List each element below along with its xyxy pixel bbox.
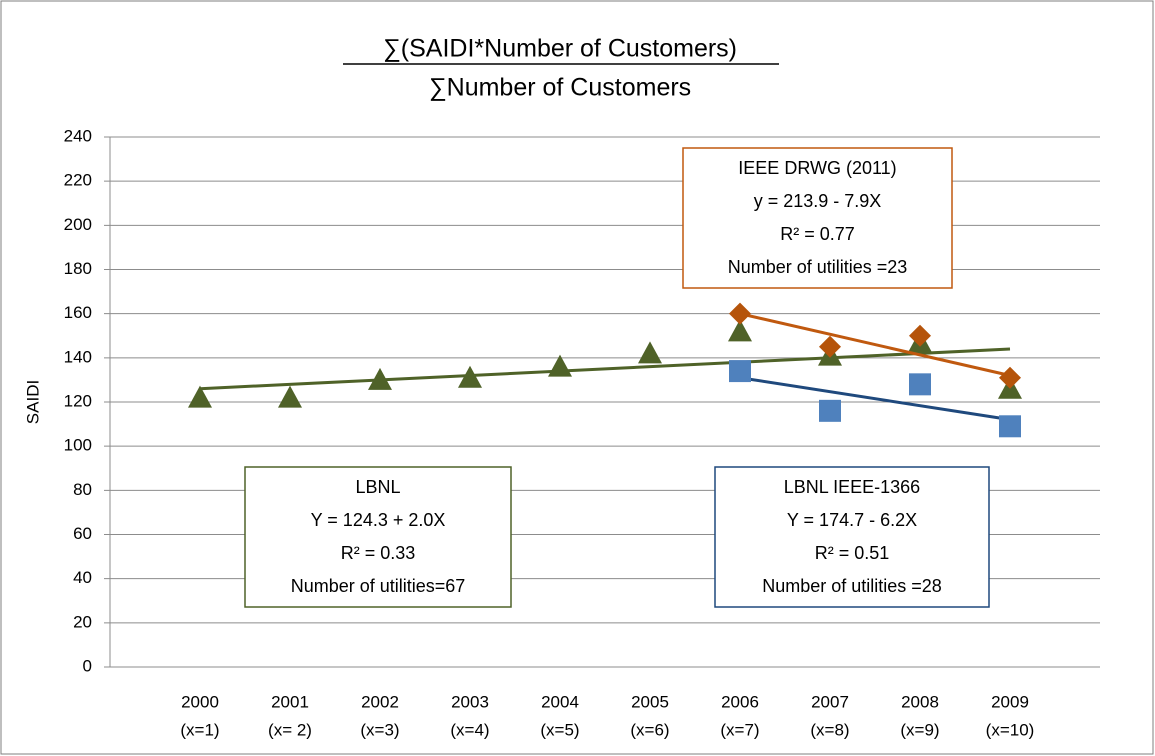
- y-tick-label: 80: [73, 480, 92, 499]
- trend-line: [199, 347, 1011, 391]
- y-tick-label: 160: [64, 303, 92, 322]
- x-tick-label: (x=5): [540, 720, 579, 739]
- y-tick-label: 220: [64, 171, 92, 190]
- data-point: [729, 302, 751, 325]
- x-tick-label: 2009: [991, 692, 1029, 711]
- x-tick-label: 2005: [631, 692, 669, 711]
- data-point: [188, 385, 212, 408]
- annotation: Y = 174.7 - 6.2X: [787, 510, 917, 530]
- data-point: [548, 354, 572, 377]
- annotation: Y = 124.3 + 2.0X: [311, 510, 446, 530]
- data-point: [729, 360, 751, 383]
- data-point: [638, 341, 662, 364]
- annotation: Number of utilities=67: [291, 576, 466, 596]
- y-tick-label: 100: [64, 436, 92, 455]
- data-point: [728, 319, 752, 342]
- x-tick-label: (x=7): [720, 720, 759, 739]
- y-tick-label: 200: [64, 215, 92, 234]
- data-point: [999, 415, 1021, 438]
- x-tick-label: (x= 2): [268, 720, 312, 739]
- annotation: y = 213.9 - 7.9X: [754, 191, 882, 211]
- x-tick-label: 2000: [181, 692, 219, 711]
- y-tick-label: 180: [64, 259, 92, 278]
- y-tick-label: 40: [73, 568, 92, 587]
- y-tick-label: 20: [73, 612, 92, 631]
- data-point: [278, 385, 302, 408]
- annotation: Number of utilities =23: [728, 257, 908, 277]
- x-tick-label: (x=10): [986, 720, 1035, 739]
- annotation: R² = 0.33: [341, 543, 416, 563]
- y-tick-label: 120: [64, 391, 92, 410]
- legend-label: LBNL IEEE-1366: [784, 477, 920, 497]
- y-tick-label: 140: [64, 347, 92, 366]
- chart-title: ∑Number of Customers: [429, 74, 691, 102]
- y-tick-label: 240: [64, 126, 92, 145]
- data-point: [819, 335, 841, 358]
- data-point: [458, 365, 482, 388]
- y-tick-label: 60: [73, 524, 92, 543]
- data-point: [819, 399, 841, 422]
- x-tick-label: 2006: [721, 692, 759, 711]
- x-tick-label: (x=6): [630, 720, 669, 739]
- x-tick-label: 2003: [451, 692, 489, 711]
- data-point: [909, 373, 931, 396]
- x-tick-label: (x=4): [450, 720, 489, 739]
- trend-line: [739, 376, 1011, 422]
- x-tick-label: (x=1): [180, 720, 219, 739]
- x-tick-label: (x=9): [900, 720, 939, 739]
- x-tick-label: 2004: [541, 692, 579, 711]
- legend-label: LBNL: [355, 477, 400, 497]
- annotation-box: [682, 147, 953, 289]
- x-tick-label: (x=8): [810, 720, 849, 739]
- annotation: Number of utilities =28: [762, 576, 942, 596]
- annotation: R² = 0.77: [780, 224, 855, 244]
- annotation: R² = 0.51: [815, 543, 890, 563]
- chart-title: ∑(SAIDI*Number of Customers): [383, 35, 737, 63]
- x-tick-label: (x=3): [360, 720, 399, 739]
- trend-line: [739, 312, 1011, 377]
- legend-label: IEEE DRWG (2011): [738, 158, 896, 178]
- x-tick-label: 2001: [271, 692, 309, 711]
- x-tick-label: 2007: [811, 692, 849, 711]
- annotation-box: [244, 466, 512, 608]
- data-point: [999, 366, 1021, 389]
- y-tick-label: 0: [83, 656, 92, 675]
- data-point: [909, 324, 931, 347]
- x-tick-label: 2002: [361, 692, 399, 711]
- annotation-box: [714, 466, 990, 608]
- data-point: [368, 367, 392, 390]
- x-tick-label: 2008: [901, 692, 939, 711]
- y-axis-label: SAIDI: [23, 380, 42, 424]
